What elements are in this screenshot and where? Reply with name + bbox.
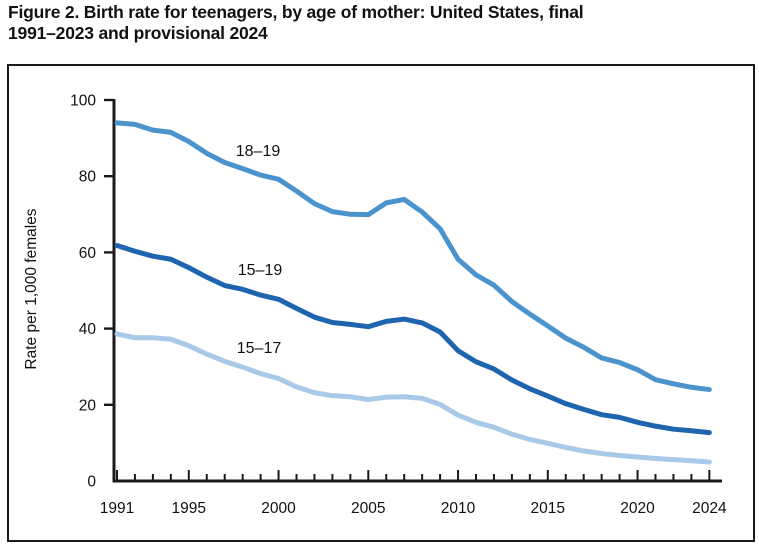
x-tick-label: 1995 xyxy=(172,500,206,517)
y-tick-label: 60 xyxy=(79,245,97,262)
line-15-17 xyxy=(114,331,712,465)
series-label-18-19: 18–19 xyxy=(236,143,281,160)
x-tick-label: 1991 xyxy=(100,500,134,517)
figure-title: Figure 2. Birth rate for teenagers, by a… xyxy=(8,2,752,45)
x-tick-label: 2005 xyxy=(351,500,385,517)
line-15-19 xyxy=(114,243,712,436)
x-tick-label: 2024 xyxy=(692,500,727,517)
x-tick-label: 2020 xyxy=(620,500,655,517)
x-tick-label: 2015 xyxy=(531,500,565,517)
x-tick-label: 2000 xyxy=(261,500,296,517)
line-18-19 xyxy=(114,120,712,393)
y-tick-label: 20 xyxy=(79,397,97,414)
y-tick-label: 40 xyxy=(79,321,97,338)
y-tick-label: 100 xyxy=(70,93,96,110)
y-tick-label: 80 xyxy=(79,169,97,186)
series-label-15-17: 15–17 xyxy=(237,340,282,357)
y-tick-label: 0 xyxy=(87,474,96,491)
x-tick-label: 2010 xyxy=(441,500,476,517)
chart-svg: 0 20 40 60 80 100 1991 1995 2000 2005 2010 2015 2020… xyxy=(23,93,727,518)
y-axis-title: Rate per 1,000 females xyxy=(23,208,40,369)
figure-title-line-2: 1991–2023 and provisional 2024 xyxy=(8,23,268,44)
series-label-15-19: 15–19 xyxy=(238,262,283,279)
figure-title-line-1: Figure 2. Birth rate for teenagers, by a… xyxy=(8,2,584,22)
chart-frame: 0 20 40 60 80 100 1991 1995 2000 2005 2010 2015 2020… xyxy=(7,64,755,542)
